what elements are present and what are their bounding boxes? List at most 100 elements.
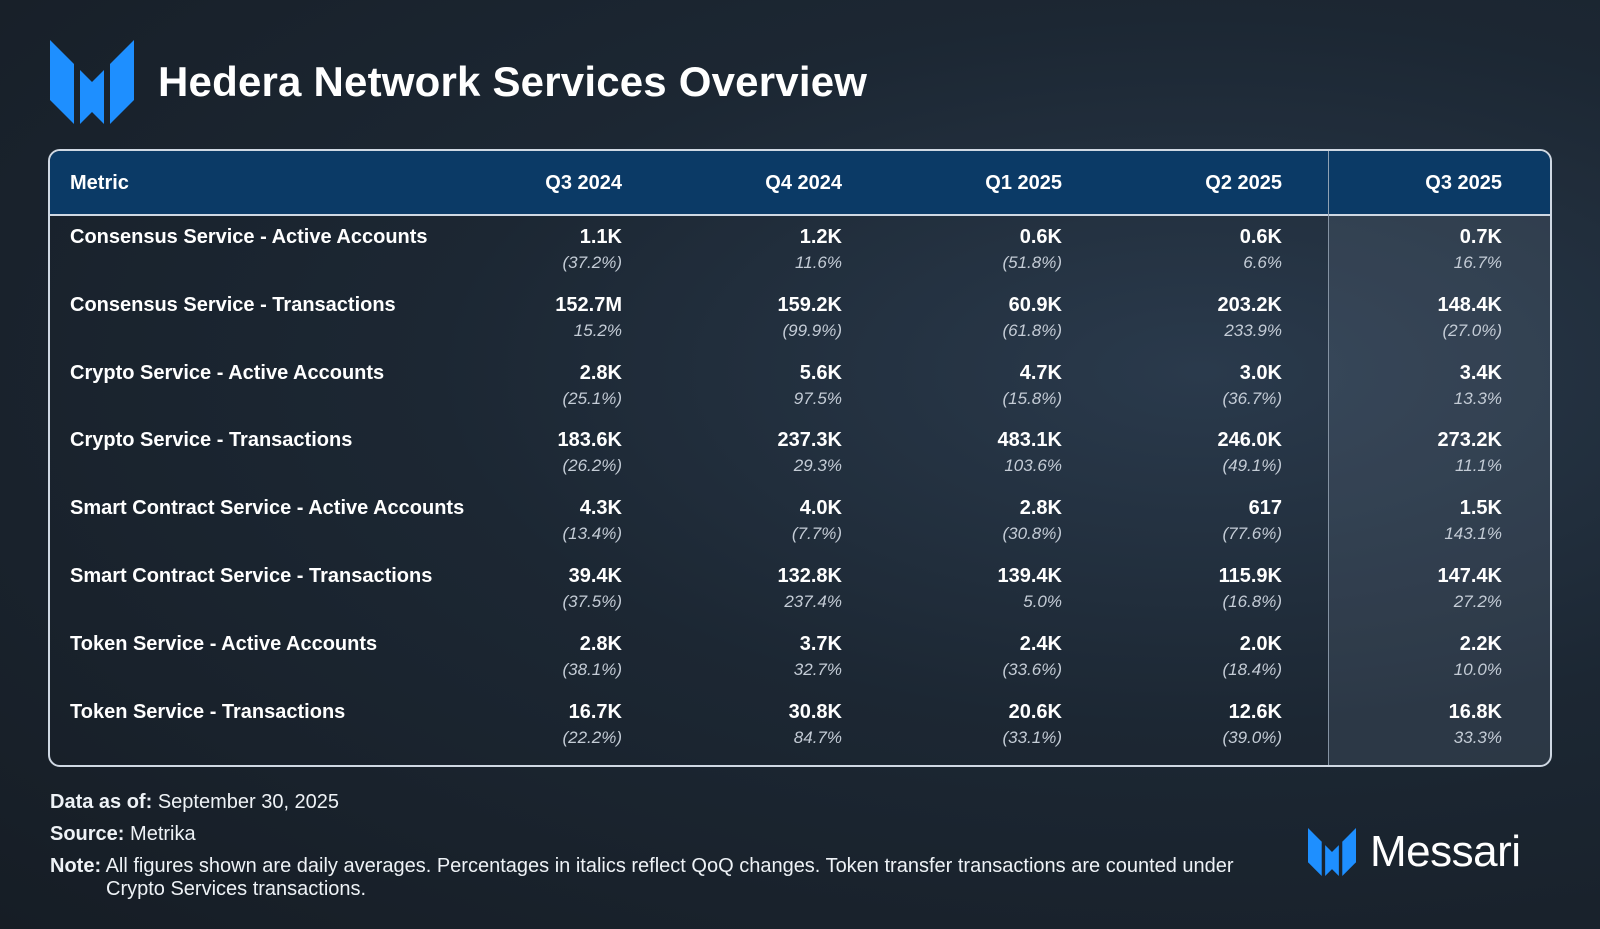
cell-change: 16.7% — [1453, 253, 1502, 272]
cell-value: 3.7K — [799, 632, 842, 655]
cell-change: (38.1%) — [562, 659, 622, 679]
cell-value: 39.4K — [568, 565, 622, 587]
cell-change: 27.2% — [1453, 592, 1502, 611]
table-cell: 152.7M 15.2% — [422, 294, 622, 341]
cell-change: 143.1% — [1444, 524, 1502, 544]
metric-name: Smart Contract Service - Transactions — [70, 565, 433, 587]
cell-change: (22.2%) — [562, 727, 622, 747]
cell-change: (15.8%) — [1002, 388, 1062, 408]
cell-value: 0.7K — [1459, 226, 1502, 248]
table-cell: 2.2K 10.0% — [1302, 633, 1502, 680]
table-row: Crypto Service - Active Accounts 2.8K (25.… — [50, 352, 1550, 421]
footnotes: Data as of: September 30, 2025 Source: M… — [50, 791, 1290, 910]
messari-logo-icon — [50, 40, 134, 124]
cell-value: 0.6K — [1239, 226, 1282, 248]
table-cell: 246.0K (49.1%) — [1082, 429, 1283, 476]
column-header-q3-2024: Q3 2024 — [545, 172, 622, 194]
cell-value: 2.2K — [1459, 632, 1502, 655]
cell-value: 132.8K — [777, 565, 843, 587]
table-header: Metric Q3 2024 Q4 2024 Q1 2025 Q2 2025 Q3 202… — [50, 151, 1550, 216]
table-cell: 617 (77.6%) — [1082, 497, 1282, 544]
metric-name: Token Service - Transactions — [70, 700, 346, 723]
table-cell: 2.8K (25.1%) — [422, 362, 622, 409]
table-cell: 4.7K (15.8%) — [862, 362, 1062, 409]
table-cell: 203.2K 233.9% — [1082, 294, 1283, 341]
column-header-q3-2025: Q3 2025 — [1425, 172, 1502, 194]
cell-value: 3.4K — [1459, 361, 1502, 384]
cell-value: 2.8K — [1019, 497, 1062, 520]
cell-change: (37.2%) — [562, 253, 622, 272]
cell-change: (99.9%) — [782, 320, 842, 340]
messari-brand: Messari — [1308, 827, 1521, 876]
cell-change: (33.6%) — [1002, 659, 1062, 679]
header: Hedera Network Services Overview — [50, 40, 867, 124]
table-cell: 0.6K (51.8%) — [862, 226, 1062, 273]
cell-change: (77.6%) — [1222, 524, 1282, 544]
table-cell: 0.6K 6.6% — [1082, 226, 1282, 273]
cell-change: 6.6% — [1243, 253, 1282, 272]
table-row: Smart Contract Service - Transactions 39.… — [50, 555, 1550, 624]
table-cell: 1.1K (37.2%) — [422, 226, 622, 273]
cell-change: 5.0% — [1023, 592, 1062, 611]
cell-value: 617 — [1248, 497, 1282, 520]
cell-change: 233.9% — [1224, 320, 1282, 340]
metric-name: Token Service - Active Accounts — [70, 632, 378, 655]
column-header-q2-2025: Q2 2025 — [1205, 172, 1282, 194]
cell-change: (37.5%) — [562, 592, 622, 611]
messari-logo-icon — [1308, 828, 1356, 876]
data-as-of: Data as of: September 30, 2025 — [50, 791, 340, 813]
table-cell: 2.0K (18.4%) — [1082, 633, 1282, 680]
table-row: Smart Contract Service - Active Accounts… — [50, 487, 1550, 556]
table-cell: 60.9K (61.8%) — [862, 294, 1062, 341]
cell-value: 5.6K — [799, 361, 842, 384]
metric-name: Crypto Service - Transactions — [70, 429, 353, 452]
cell-change: (26.2%) — [562, 456, 622, 476]
highlight-column — [1328, 216, 1550, 765]
cell-value: 1.2K — [799, 226, 842, 248]
cell-value: 152.7M — [555, 293, 622, 316]
cell-value: 2.4K — [1019, 632, 1062, 655]
cell-value: 159.2K — [777, 293, 843, 316]
cell-value: 30.8K — [788, 700, 842, 723]
column-header-metric: Metric — [70, 172, 129, 194]
cell-value: 2.8K — [579, 361, 622, 384]
table-row: Token Service - Active Accounts 2.8K (38.1… — [50, 623, 1550, 692]
table-cell: 4.0K (7.7%) — [642, 497, 842, 544]
cell-value: 16.7K — [568, 700, 622, 723]
page-title: Hedera Network Services Overview — [158, 58, 868, 105]
table-cell: 30.8K 84.7% — [642, 701, 842, 748]
cell-change: 33.3% — [1453, 727, 1502, 747]
highlight-column-header — [1328, 151, 1550, 216]
table-cell: 3.4K 13.3% — [1302, 362, 1502, 409]
cell-value: 1.1K — [579, 226, 622, 248]
table-row: Consensus Service - Transactions 152.7M 15… — [50, 284, 1550, 353]
cell-value: 0.6K — [1019, 226, 1062, 248]
table-cell: 16.7K (22.2%) — [422, 701, 622, 748]
cell-change: (39.0%) — [1222, 727, 1282, 747]
column-header-q4-2024: Q4 2024 — [765, 172, 842, 194]
table-cell: 3.0K (36.7%) — [1082, 362, 1282, 409]
table-cell: 2.8K (30.8%) — [862, 497, 1062, 544]
table-row: Crypto Service - Transactions 183.6K (26.2… — [50, 419, 1550, 488]
table-cell: 20.6K (33.1%) — [862, 701, 1062, 748]
cell-value: 4.0K — [799, 497, 842, 520]
metric-name: Smart Contract Service - Active Accounts — [70, 497, 465, 520]
table-cell: 1.5K 143.1% — [1302, 497, 1502, 544]
cell-value: 4.3K — [579, 497, 622, 520]
cell-change: 103.6% — [1004, 456, 1062, 476]
table-cell: 12.6K (39.0%) — [1082, 701, 1282, 748]
table-cell: 147.4K 27.2% — [1302, 565, 1503, 612]
metric-name: Crypto Service - Active Accounts — [70, 361, 385, 384]
cell-change: (30.8%) — [1002, 524, 1062, 544]
cell-change: (18.4%) — [1222, 659, 1282, 679]
cell-value: 2.8K — [579, 632, 622, 655]
cell-change: (49.1%) — [1222, 456, 1282, 476]
metric-name: Consensus Service - Active Accounts — [70, 226, 428, 248]
table-cell: 4.3K (13.4%) — [422, 497, 622, 544]
cell-value: 483.1K — [997, 429, 1063, 452]
metric-name: Consensus Service - Transactions — [70, 293, 396, 316]
cell-change: (36.7%) — [1222, 388, 1282, 408]
cell-value: 1.5K — [1459, 497, 1502, 520]
table-row: Consensus Service - Active Accounts 1.1K (… — [50, 216, 1550, 285]
table-cell: 159.2K (99.9%) — [642, 293, 843, 341]
